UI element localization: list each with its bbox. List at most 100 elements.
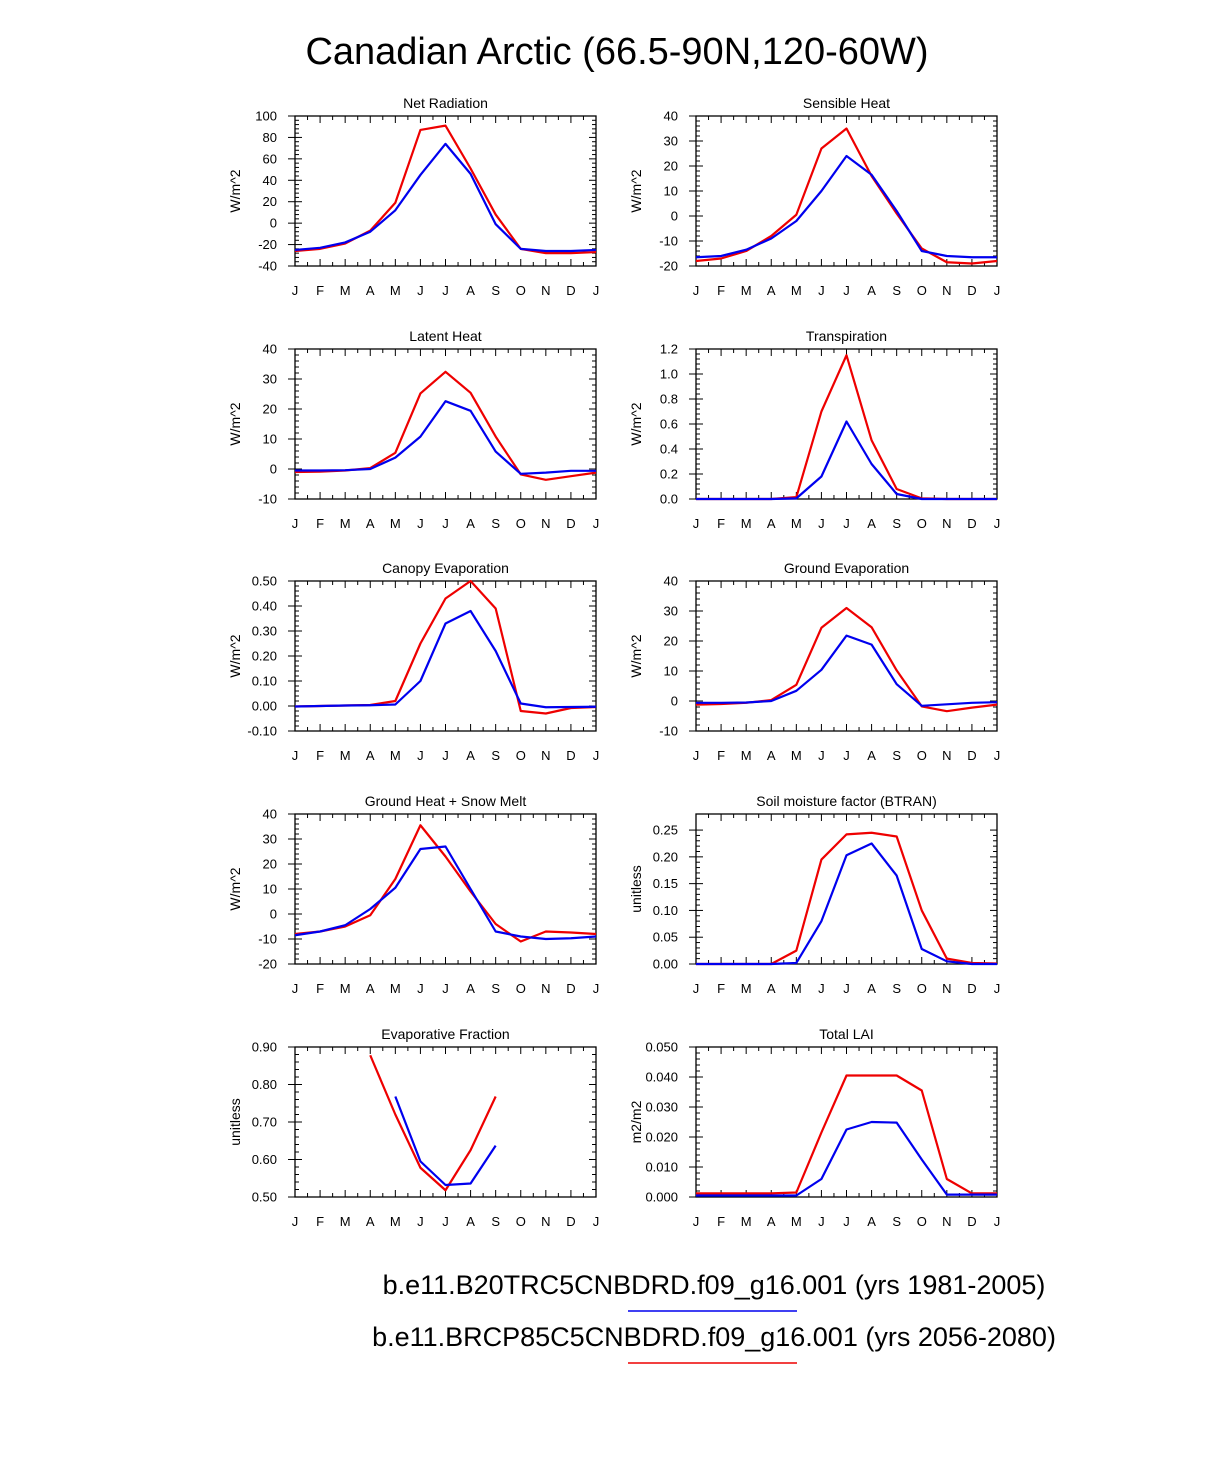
panel-title: Ground Evaporation — [784, 560, 909, 576]
series-line-case2 — [696, 354, 997, 501]
legend: b.e11.B20TRC5CNBDRD.f09_g16.001 (yrs 198… — [372, 1270, 1056, 1364]
plot-frame — [695, 580, 998, 732]
x-tick-label: A — [767, 283, 776, 298]
y-tick-label: 0.2 — [660, 467, 678, 482]
series-line-case2 — [294, 579, 597, 715]
y-tick-label: -20 — [258, 237, 277, 252]
y-axis-label: W/m^2 — [628, 634, 644, 677]
y-tick-label: 40 — [664, 109, 678, 124]
x-tick-label: A — [466, 516, 475, 531]
x-tick-label: J — [994, 283, 1001, 298]
x-tick-label: J — [292, 981, 299, 996]
x-tick-label: N — [942, 283, 951, 298]
y-tick-label: 0.4 — [660, 442, 678, 457]
y-tick-label: 100 — [255, 109, 277, 124]
x-tick-label: D — [967, 981, 976, 996]
y-tick-label: 40 — [263, 173, 277, 188]
x-tick-label: S — [892, 516, 901, 531]
x-tick-label: J — [417, 283, 424, 298]
chart-canopy-evaporation: J F M A M J J A S O N D J-0.100.000.100.200.300.400.… — [227, 560, 599, 763]
chart-evaporative-fraction: J F M A M J J A S O N D J0.500.600.700.800.90Evapora… — [227, 1026, 599, 1229]
y-tick-label: -0.10 — [247, 724, 277, 739]
chart-soil-moisture-factor-btran: J F M A M J J A S O N D J0.000.050.100.150.200.25Soi… — [628, 793, 1000, 996]
x-tick-label: J — [843, 981, 850, 996]
panel-title: Total LAI — [819, 1026, 873, 1042]
y-tick-label: 30 — [263, 832, 277, 847]
x-tick-label: M — [390, 981, 401, 996]
y-tick-label: 0.6 — [660, 417, 678, 432]
y-tick-label: 80 — [263, 130, 277, 145]
x-tick-label: M — [340, 283, 351, 298]
y-tick-label: 0.25 — [653, 823, 678, 838]
x-tick-label: D — [967, 516, 976, 531]
x-tick-label: J — [442, 748, 449, 763]
x-tick-label: O — [917, 283, 927, 298]
x-tick-label: N — [541, 748, 550, 763]
y-axis-label: W/m^2 — [227, 867, 243, 910]
x-tick-label: M — [791, 981, 802, 996]
y-tick-label: -10 — [258, 492, 277, 507]
x-tick-label: O — [917, 1214, 927, 1229]
y-tick-label: 10 — [263, 882, 277, 897]
x-tick-label: J — [442, 516, 449, 531]
x-tick-label: D — [967, 748, 976, 763]
y-tick-label: 0.8 — [660, 392, 678, 407]
y-axis-label: unitless — [628, 865, 644, 912]
x-tick-label: N — [541, 516, 550, 531]
y-tick-label: -40 — [258, 259, 277, 274]
series-line-case1 — [696, 634, 998, 707]
x-tick-label: F — [316, 981, 324, 996]
plot-frame — [695, 1046, 998, 1198]
y-tick-label: 0.15 — [653, 876, 678, 891]
x-tick-label: A — [366, 981, 375, 996]
x-tick-label: J — [442, 1214, 449, 1229]
x-tick-label: F — [717, 748, 725, 763]
x-tick-label: D — [566, 516, 575, 531]
x-tick-label: J — [693, 748, 700, 763]
series-line-case1 — [695, 154, 997, 259]
x-tick-label: S — [491, 748, 500, 763]
x-tick-label: O — [917, 516, 927, 531]
y-tick-label: 10 — [664, 664, 678, 679]
x-tick-label: J — [593, 283, 600, 298]
x-tick-label: D — [967, 1214, 976, 1229]
x-tick-label: J — [417, 1214, 424, 1229]
x-tick-label: J — [994, 516, 1001, 531]
y-tick-label: 0 — [270, 216, 277, 231]
series-line-case2 — [695, 127, 998, 265]
y-tick-label: 1.0 — [660, 367, 678, 382]
x-tick-label: J — [693, 283, 700, 298]
x-tick-label: J — [843, 748, 850, 763]
y-tick-label: -10 — [659, 724, 678, 739]
y-axis-label: W/m^2 — [628, 402, 644, 445]
x-tick-label: S — [491, 1214, 500, 1229]
x-tick-label: N — [541, 981, 550, 996]
x-tick-label: A — [366, 748, 375, 763]
x-tick-label: M — [340, 1214, 351, 1229]
x-tick-label: D — [967, 283, 976, 298]
x-tick-label: J — [693, 516, 700, 531]
x-tick-label: M — [791, 1214, 802, 1229]
x-tick-label: S — [892, 1214, 901, 1229]
y-axis-label: W/m^2 — [628, 169, 644, 212]
x-tick-label: D — [566, 981, 575, 996]
x-tick-label: S — [491, 283, 500, 298]
x-tick-label: A — [867, 748, 876, 763]
x-tick-label: S — [491, 981, 500, 996]
y-tick-label: 0.50 — [252, 574, 277, 589]
y-tick-label: 40 — [664, 574, 678, 589]
x-tick-label: J — [292, 516, 299, 531]
series-line-case1 — [696, 420, 997, 501]
y-tick-label: 40 — [263, 807, 277, 822]
x-tick-label: D — [566, 283, 575, 298]
x-tick-label: O — [516, 981, 526, 996]
y-axis-label: W/m^2 — [227, 634, 243, 677]
y-tick-label: 20 — [263, 194, 277, 209]
y-tick-label: 30 — [263, 372, 277, 387]
x-tick-label: J — [843, 283, 850, 298]
panel-title: Latent Heat — [409, 328, 481, 344]
